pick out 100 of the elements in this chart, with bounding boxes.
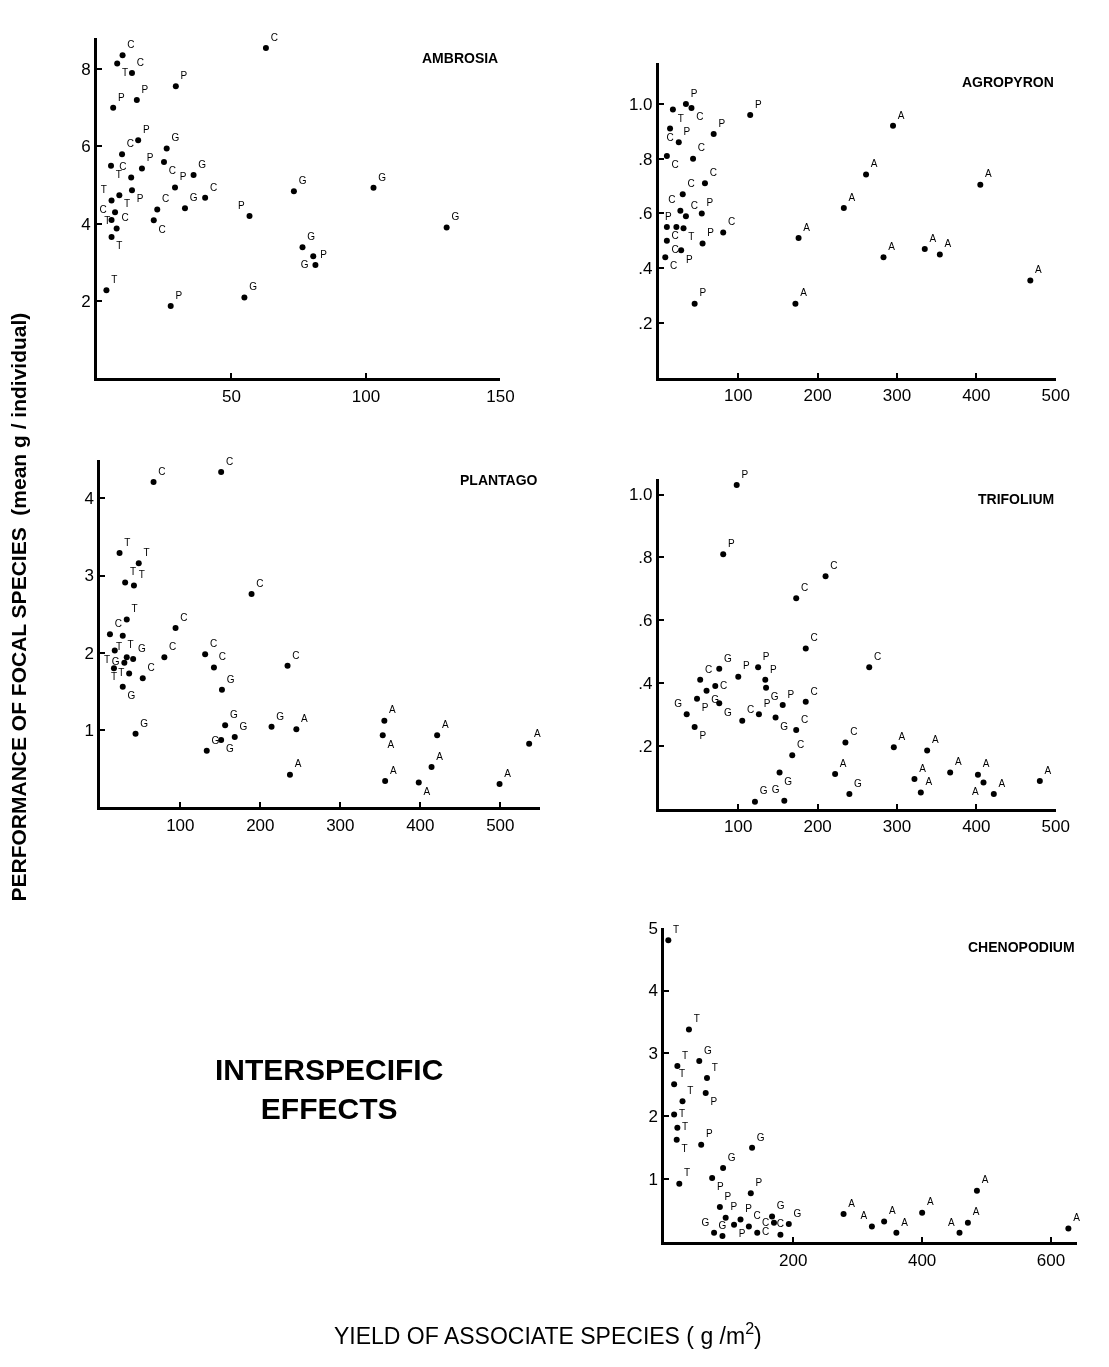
text: A (982, 758, 990, 770)
text: AMBROSIA (422, 50, 499, 66)
text: G (225, 743, 234, 755)
point (846, 791, 853, 798)
text: C (119, 161, 127, 173)
point (682, 100, 689, 107)
point (150, 479, 157, 486)
text: P (745, 1203, 752, 1215)
text: P (718, 117, 726, 129)
point (119, 683, 126, 690)
x-tick-label: 100 (166, 815, 195, 835)
point (284, 662, 291, 669)
point (754, 1229, 761, 1236)
series-label: G (711, 694, 720, 706)
point (246, 213, 253, 220)
text: T (143, 546, 150, 558)
point (172, 184, 179, 191)
text: G (784, 775, 793, 787)
text: C (218, 651, 226, 663)
series-label: C (169, 641, 177, 653)
series-label: P (701, 701, 709, 713)
text: G (759, 785, 768, 797)
text: C (292, 649, 300, 661)
text: G (704, 1044, 712, 1056)
text: T (127, 639, 134, 650)
x-tick-label: 100 (351, 386, 381, 406)
text: A (1044, 764, 1052, 776)
text: C (99, 203, 107, 215)
point (674, 1063, 681, 1070)
text: A (985, 168, 992, 180)
point (663, 152, 670, 159)
text: C (114, 617, 122, 629)
text: T (681, 1142, 688, 1154)
text: A (919, 762, 926, 774)
point (218, 686, 225, 693)
text: P (762, 651, 770, 662)
point (690, 155, 697, 162)
text: P (705, 1128, 713, 1140)
x-tick-label: 100 (724, 816, 753, 836)
text: A (888, 240, 895, 252)
series-label: G (300, 259, 309, 271)
text: P (699, 287, 707, 299)
point (108, 162, 115, 169)
y-tick-label: 5 (648, 918, 659, 938)
y-tick-label: .8 (638, 149, 653, 169)
text: C (747, 704, 755, 716)
text: A (294, 758, 302, 770)
text: A (423, 785, 431, 797)
text: T (121, 66, 129, 78)
text: P (142, 124, 150, 136)
text: G (140, 717, 149, 729)
text: P (754, 98, 762, 110)
point (674, 1124, 681, 1131)
point (679, 191, 686, 198)
text: G (771, 784, 780, 796)
y-axis-title: PERFORMANCE OF FOCAL SPECIES (mean g / individual) (7, 312, 31, 902)
text: P (763, 698, 771, 710)
x-tick-label: 300 (882, 816, 912, 836)
point (415, 779, 422, 786)
text: C (830, 559, 838, 571)
point (128, 174, 135, 181)
point (310, 253, 317, 260)
point (924, 747, 931, 754)
point (777, 1231, 784, 1238)
series-label: T (104, 215, 111, 227)
text: C (147, 661, 155, 673)
y-tick-label: 8 (81, 60, 91, 80)
y-tick-label: 2 (648, 1107, 659, 1127)
point (222, 722, 229, 729)
point (682, 213, 689, 220)
x-tick-label: 400 (962, 385, 991, 405)
text: C (225, 455, 234, 467)
point (751, 798, 758, 805)
y-tick-label: 3 (648, 1044, 659, 1064)
text: C (180, 611, 188, 623)
point (802, 645, 809, 652)
series-label: P (685, 253, 693, 265)
point (677, 207, 684, 214)
point (128, 70, 135, 77)
text: T (118, 667, 125, 679)
text: C (704, 663, 713, 675)
x-tick-label: 200 (246, 815, 275, 835)
point (762, 676, 769, 683)
point (163, 145, 170, 152)
point (116, 192, 123, 199)
point (662, 254, 669, 261)
text: A (925, 776, 933, 788)
point (711, 1229, 718, 1236)
point (676, 1180, 683, 1187)
x-tick-label: 400 (907, 1250, 937, 1270)
point (694, 695, 701, 702)
text: A (870, 158, 878, 170)
point (119, 151, 126, 158)
point (286, 771, 293, 778)
text: A (436, 750, 443, 762)
x-tick-label: 400 (962, 816, 991, 836)
text: A (839, 757, 847, 769)
x-tick-label: 200 (803, 385, 832, 405)
point (135, 560, 142, 567)
text: P (716, 1181, 724, 1193)
